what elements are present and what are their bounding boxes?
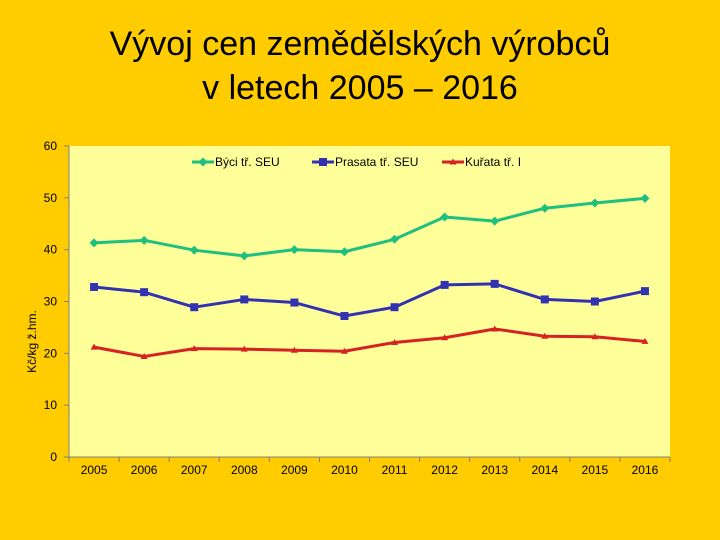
x-tick-label: 2013 [481, 463, 508, 477]
x-tick-label: 2015 [582, 463, 609, 477]
series-1-point [139, 235, 149, 245]
series-1-point [339, 247, 349, 257]
series-2-point [390, 303, 399, 312]
legend-item-1: Býci tř. SEU [192, 155, 280, 169]
series-3-point [190, 345, 198, 352]
series-2 [90, 279, 649, 321]
x-tick-label: 2007 [181, 463, 208, 477]
y-tick-label: 0 [50, 450, 57, 464]
x-tick-label: 2016 [632, 463, 659, 477]
x-tick-label: 2010 [331, 463, 358, 477]
series-2-point [240, 295, 249, 304]
chart-title-line-2: v letech 2005 – 2016 [202, 69, 518, 107]
x-tick-label: 2005 [81, 463, 108, 477]
series-1-point [289, 245, 299, 255]
legend-item-3-marker [449, 158, 457, 165]
chart-title-line-1: Vývoj cen zemědělských výrobců [109, 25, 611, 63]
series-1 [89, 193, 650, 261]
series-3-line [93, 327, 646, 358]
series-2-point [140, 288, 149, 297]
series-3-point [340, 347, 348, 354]
series-3 [90, 325, 649, 359]
series-2-point [340, 312, 349, 321]
chart-title: Vývoj cen zemědělských výrobců v letech … [0, 22, 720, 110]
y-tick-label: 50 [44, 191, 58, 205]
series-1-line [93, 196, 646, 258]
x-tick-label: 2006 [131, 463, 158, 477]
series-2-point [490, 279, 499, 288]
legend-item-3: Kuřata tř. I [442, 155, 521, 169]
series-3-point [140, 352, 148, 359]
y-tick-label: 40 [44, 243, 58, 257]
series-3-point [591, 333, 599, 340]
series-1-point [590, 198, 600, 208]
series-1-point [490, 216, 500, 226]
series-2-point [640, 287, 649, 296]
series-1-point [239, 251, 249, 261]
series-3-point [240, 345, 248, 352]
legend-item-2-marker [319, 158, 327, 166]
series-1-point [540, 203, 550, 213]
y-tick-label: 10 [44, 398, 58, 412]
series-1-point [440, 212, 450, 222]
series-3-point [290, 346, 298, 353]
legend-item-2: Prasata tř. SEU [312, 155, 418, 169]
series-2-point [90, 282, 99, 291]
series-2-line [93, 282, 646, 318]
x-tick-label: 2011 [382, 463, 408, 477]
series-2-point [190, 303, 199, 312]
series-2-point [440, 280, 449, 289]
series-3-point [641, 337, 649, 344]
series-2-point [290, 298, 299, 307]
series-3-point [391, 338, 399, 345]
y-tick-label: 20 [44, 346, 58, 360]
legend-item-3-label: Kuřata tř. I [465, 155, 521, 169]
series-1-point [89, 238, 99, 248]
y-tick-label: 60 [44, 139, 58, 153]
y-tick-label: 30 [44, 295, 58, 309]
series-3-point [541, 332, 549, 339]
series-3-point [441, 334, 449, 341]
series-3-point [491, 325, 499, 332]
series-1-point [189, 245, 199, 255]
legend-item-1-label: Býci tř. SEU [215, 155, 280, 169]
x-tick-label: 2014 [531, 463, 558, 477]
series-2-point [590, 297, 599, 306]
x-tick-label: 2008 [231, 463, 258, 477]
y-axis-label: Kč/kg ž.hm. [25, 310, 39, 373]
series-1-point [640, 193, 650, 203]
series-2-point [540, 295, 549, 304]
x-tick-label: 2012 [431, 463, 458, 477]
series-1-point [390, 234, 400, 244]
legend-item-1-marker [198, 157, 208, 167]
legend-item-2-label: Prasata tř. SEU [335, 155, 418, 169]
series-3-point [90, 343, 98, 350]
x-tick-label: 2009 [281, 463, 308, 477]
legend: Býci tř. SEU Prasata tř. SEU Kuřata tř. I [192, 155, 521, 169]
